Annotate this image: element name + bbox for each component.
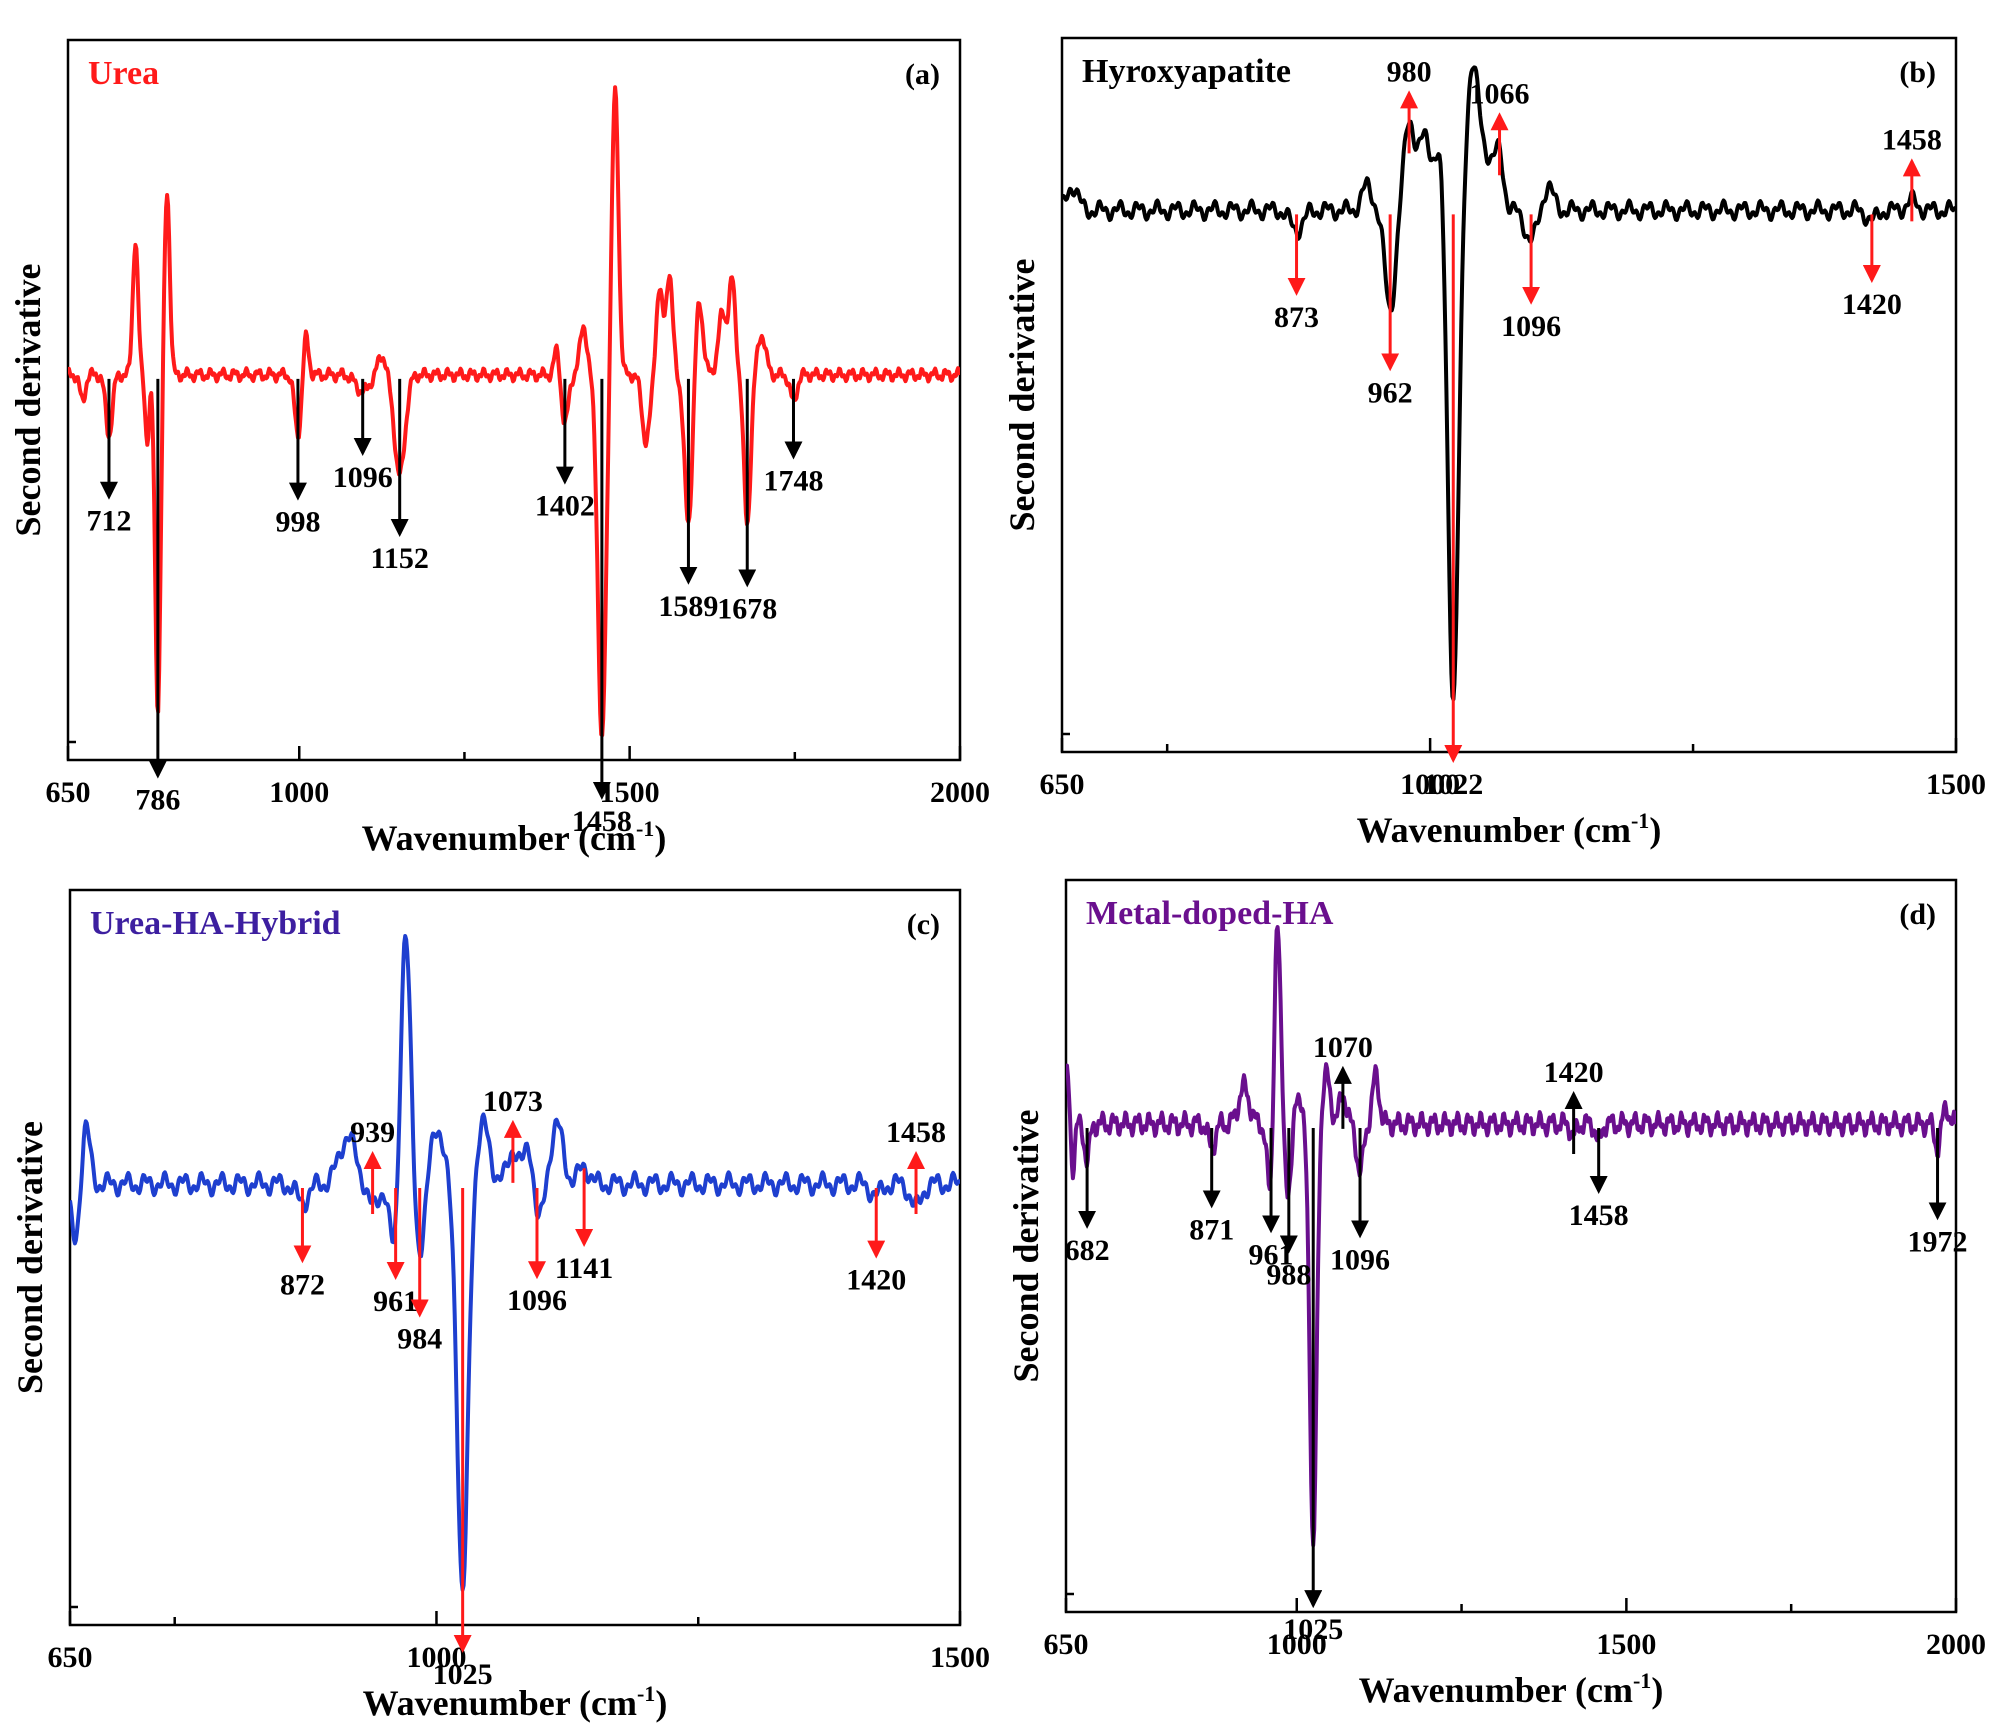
x-tick-label: 650 [1040, 768, 1085, 801]
peak-label: 1420 [1544, 1056, 1604, 1089]
peak-label: 1458 [1569, 1199, 1629, 1232]
y-axis-label: Second derivative [10, 1121, 50, 1394]
peak-label: 1589 [658, 590, 718, 623]
peak-label: 1152 [371, 542, 429, 575]
plot-frame [1064, 878, 1958, 1614]
peak-label: 1025 [1283, 1613, 1343, 1646]
peak-label: 1420 [1842, 288, 1902, 321]
peak-label: 1458 [1882, 123, 1942, 156]
peak-label: 1402 [535, 490, 595, 523]
x-tick-label: 650 [46, 776, 91, 809]
spectrum-trace [68, 85, 960, 738]
peak-label: 962 [1368, 376, 1413, 409]
peak-label: 712 [86, 505, 131, 538]
panel-label: (c) [907, 908, 940, 941]
plot-frame [66, 38, 962, 762]
panel-title: Urea [88, 55, 159, 92]
y-axis-label: Second derivative [1006, 1110, 1046, 1383]
peak-label: 1096 [507, 1284, 567, 1317]
x-tick-label: 1500 [930, 1641, 990, 1674]
y-axis-label: Second derivative [1002, 259, 1042, 532]
spectrum-trace [70, 934, 960, 1592]
peak-label: 1022 [1423, 768, 1483, 801]
peak-label: 1141 [555, 1252, 613, 1285]
peak-label: 1748 [763, 464, 823, 497]
peak-label: 1678 [717, 592, 777, 625]
peak-label: 1458 [886, 1116, 946, 1149]
peak-label: 1070 [1313, 1031, 1373, 1064]
x-tick-label: 1000 [1400, 768, 1460, 801]
panel-label: (d) [1899, 898, 1936, 931]
peak-label: 1073 [483, 1085, 543, 1118]
peak-label: 873 [1274, 301, 1319, 334]
peak-label: 1972 [1908, 1225, 1968, 1258]
x-axis-label: Wavenumber (cm-1) [362, 816, 667, 858]
x-tick-label: 1500 [1596, 1628, 1656, 1661]
plot-frame [1060, 36, 1958, 754]
panel-label: (b) [1899, 56, 1936, 89]
x-tick-label: 1000 [269, 776, 329, 809]
x-axis-label: Wavenumber (cm-1) [1359, 1668, 1664, 1710]
panel-4: 650 1000 1500 2000 Wavenumber (cm-1) Second d… [1006, 878, 1986, 1710]
peak-label: 682 [1065, 1234, 1110, 1267]
peak-label: 998 [275, 506, 320, 539]
peak-label: 1420 [846, 1264, 906, 1297]
peak-label: 961 [373, 1285, 418, 1318]
x-tick-label: 650 [1044, 1628, 1089, 1661]
panel-label: (a) [905, 58, 940, 91]
peak-label: 1066 [1470, 77, 1530, 110]
peak-label: 1096 [1330, 1243, 1390, 1276]
x-tick-label: 650 [48, 1641, 93, 1674]
panel-title: Hyroxyapatite [1082, 53, 1291, 90]
spectrum-trace [1062, 65, 1956, 702]
panel-2: 650 1000 1500 Wavenumber (cm-1) Second deriv… [1002, 36, 1986, 850]
x-tick-label: 2000 [930, 776, 990, 809]
x-tick-label: 2000 [1926, 1628, 1986, 1661]
peak-label: 1096 [1501, 310, 1561, 343]
peak-label: 988 [1266, 1258, 1311, 1291]
peak-label: 786 [135, 784, 180, 817]
x-tick-label: 1500 [1926, 768, 1986, 801]
peak-label: 984 [397, 1323, 442, 1356]
panel-title: Urea-HA-Hybrid [90, 905, 341, 942]
panel-title: Metal-doped-HA [1086, 895, 1334, 932]
x-axis-label: Wavenumber (cm-1) [363, 1681, 668, 1723]
peak-label: 1096 [333, 461, 393, 494]
peak-label: 980 [1387, 55, 1432, 88]
y-axis-label: Second derivative [8, 264, 48, 537]
peak-label: 939 [350, 1116, 395, 1149]
plot-frame [68, 888, 962, 1627]
peak-label: 1025 [433, 1658, 493, 1691]
peak-label: 872 [280, 1268, 325, 1301]
x-axis-label: Wavenumber (cm-1) [1357, 808, 1662, 850]
peak-label: 871 [1189, 1213, 1234, 1246]
x-tick-label: 1000 [1267, 1628, 1327, 1661]
peak-label: 1458 [572, 805, 632, 838]
spectrum-trace [1066, 925, 1956, 1548]
